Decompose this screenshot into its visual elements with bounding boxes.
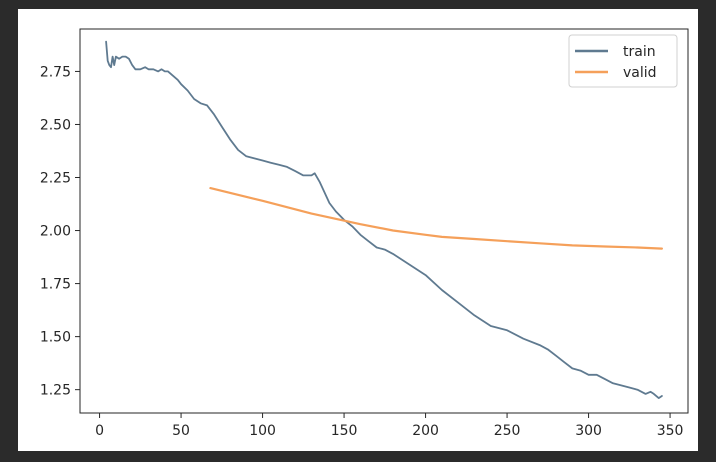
y-tick-label: 1.50 bbox=[40, 330, 71, 346]
x-tick-label: 0 bbox=[95, 423, 104, 439]
x-tick-label: 100 bbox=[249, 423, 276, 439]
legend-label-train: train bbox=[623, 44, 656, 60]
x-tick-label: 300 bbox=[575, 423, 602, 439]
plot-area bbox=[79, 28, 689, 414]
y-tick-label: 2.00 bbox=[40, 224, 71, 240]
chart-figure: 0 50 100 150 200 250 300 350 1.25 1.50 1.75 2.00 2.… bbox=[18, 9, 698, 451]
line-chart: 0 50 100 150 200 250 300 350 1.25 1.50 1.75 2.00 2.… bbox=[40, 28, 689, 439]
legend: train valid bbox=[568, 34, 678, 88]
x-tick-label: 150 bbox=[331, 423, 358, 439]
y-tick-label: 1.25 bbox=[40, 383, 71, 399]
legend-box bbox=[568, 34, 678, 88]
y-tick-label: 2.50 bbox=[40, 117, 71, 133]
x-tick-label: 250 bbox=[494, 423, 521, 439]
y-tick-label: 1.75 bbox=[40, 277, 71, 293]
y-axis: 1.25 1.50 1.75 2.00 2.25 2.50 2.75 bbox=[40, 64, 80, 399]
series-line-valid bbox=[209, 187, 664, 250]
series-lines bbox=[105, 40, 664, 400]
x-tick-label: 350 bbox=[657, 423, 684, 439]
legend-label-valid: valid bbox=[623, 65, 657, 81]
y-tick-label: 2.75 bbox=[40, 64, 71, 80]
x-tick-label: 200 bbox=[412, 423, 439, 439]
series-line-train bbox=[105, 40, 663, 400]
x-tick-label: 50 bbox=[172, 423, 190, 439]
x-axis: 0 50 100 150 200 250 300 350 bbox=[95, 413, 683, 439]
y-tick-label: 2.25 bbox=[40, 171, 71, 187]
